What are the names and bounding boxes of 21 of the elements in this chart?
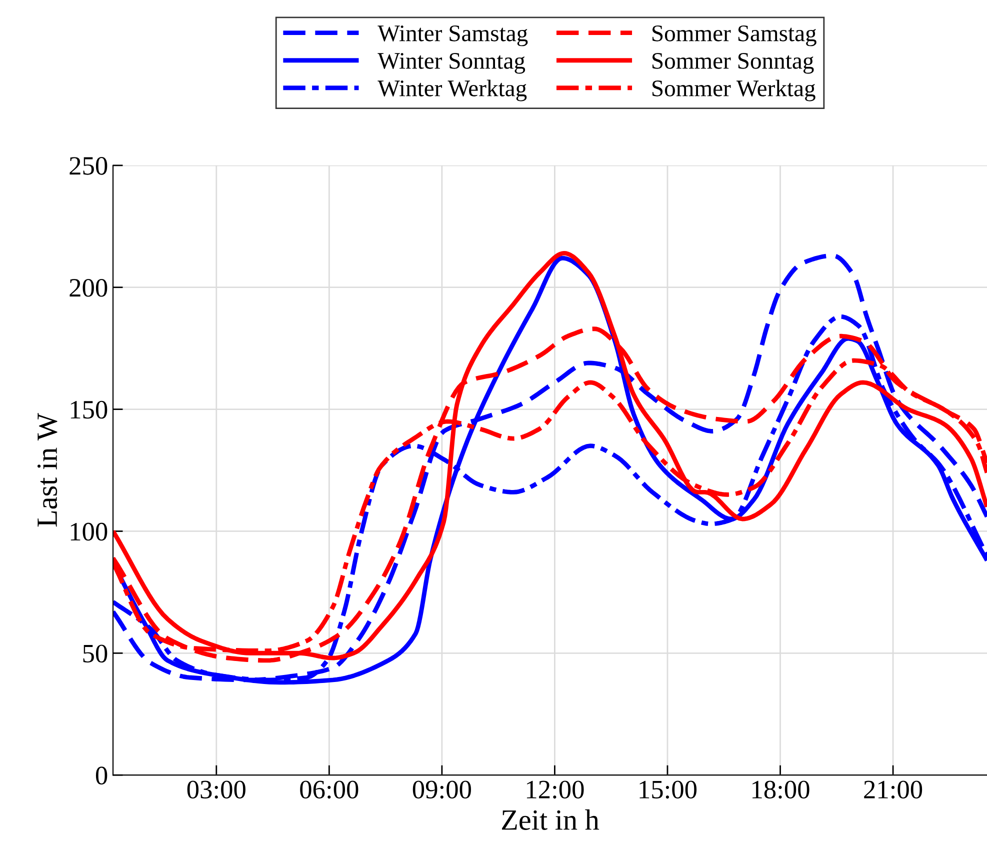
x-tick-label: 15:00	[640, 780, 697, 799]
legend-label: Winter Werktag	[378, 80, 527, 102]
legend-label: Sommer Werktag	[652, 80, 816, 102]
x-axis-title: Zeit in h	[502, 809, 600, 830]
y-tick-label: 250	[70, 157, 108, 175]
legend-label: Winter Samstag	[378, 25, 528, 46]
y-tick-label: 200	[70, 278, 108, 297]
y-tick-label: 150	[70, 400, 108, 419]
y-tick-label: 0	[96, 766, 108, 784]
y-tick-label: 100	[70, 522, 108, 541]
legend-label: Winter Sonntag	[378, 52, 526, 74]
legend-label: Sommer Samstag	[652, 25, 816, 46]
x-tick-label: 21:00	[864, 780, 922, 799]
x-tick-label: 09:00	[412, 780, 471, 799]
x-tick-label: 18:00	[752, 780, 810, 799]
x-tick-label: 12:00	[526, 780, 584, 799]
x-tick-label: 03:00	[187, 780, 246, 799]
legend-label: Sommer Sonntag	[652, 52, 814, 74]
y-tick-label: 50	[83, 644, 108, 663]
y-axis-title: Last in W	[37, 413, 58, 527]
x-tick-label: 06:00	[300, 780, 358, 799]
